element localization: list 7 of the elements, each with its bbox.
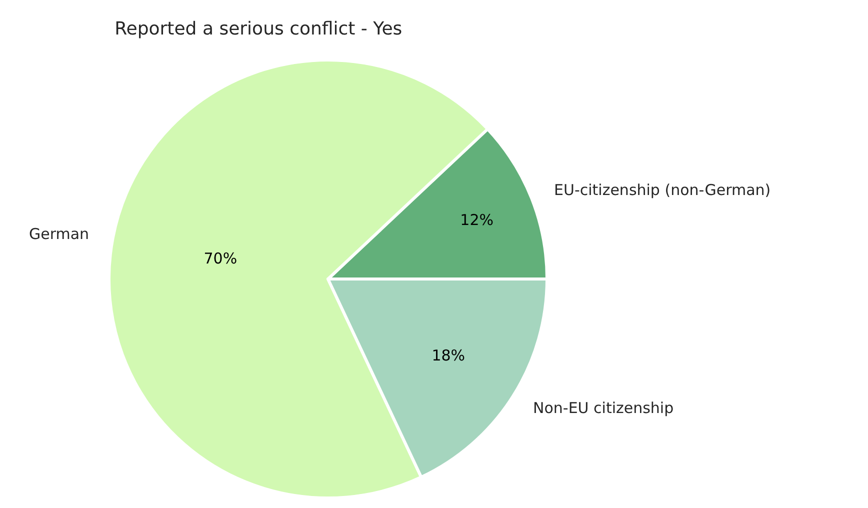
data-label: 18%	[432, 346, 466, 364]
chart-title: Reported a serious conflict - Yes	[114, 18, 402, 40]
data-label: 12%	[460, 211, 494, 230]
slice-label: Non-EU citizenship	[533, 399, 674, 417]
slice-label: German	[29, 225, 90, 243]
slice-label: EU-citizenship (non-German)	[554, 181, 771, 199]
data-label: 70%	[204, 249, 238, 268]
